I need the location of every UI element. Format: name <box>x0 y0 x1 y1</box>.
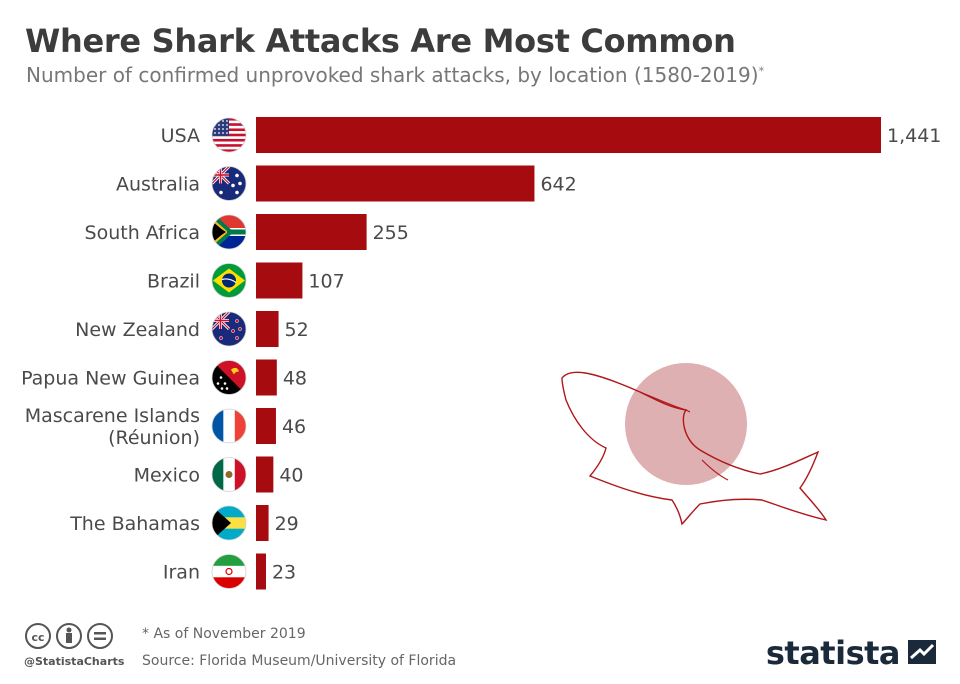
chart-subtitle: Number of confirmed unprovoked shark att… <box>26 63 764 87</box>
papua-new-guinea-flag-icon <box>211 360 247 395</box>
france-flag-icon <box>211 408 247 444</box>
bar-brazil <box>256 262 303 299</box>
category-label: Mexico <box>134 465 200 487</box>
bar-mexico <box>256 456 274 493</box>
statista-logo-text: statista <box>765 634 901 672</box>
iran-flag-icon <box>211 554 247 589</box>
new-zealand-flag-icon <box>211 311 247 347</box>
usa-flag-icon <box>211 117 247 153</box>
value-label: 107 <box>308 271 344 293</box>
category-label: The Bahamas <box>69 513 200 535</box>
south-africa-flag-icon <box>211 214 247 250</box>
mexico-flag-icon <box>211 457 247 492</box>
value-label: 52 <box>285 319 309 341</box>
source-text: Source: Florida Museum/University of Flo… <box>142 653 457 669</box>
category-label: Australia <box>116 174 200 196</box>
category-label: Iran <box>163 562 200 584</box>
value-label: 29 <box>275 513 299 535</box>
chart-title: Where Shark Attacks Are Most Common <box>25 22 736 60</box>
value-label: 23 <box>272 562 296 584</box>
license-icons: cc <box>24 622 124 657</box>
cc-icon: cc <box>25 623 51 649</box>
bahamas-flag-icon <box>211 505 247 541</box>
subtitle-footnote-mark: * <box>758 64 765 78</box>
category-label: New Zealand <box>75 319 200 341</box>
value-label: 1,441 <box>887 125 941 147</box>
subtitle-text: Number of confirmed unprovoked shark att… <box>26 63 759 87</box>
value-label: 46 <box>282 416 306 438</box>
category-label: USA <box>161 125 200 147</box>
category-label: Brazil <box>147 271 200 293</box>
category-label: Papua New Guinea <box>21 368 200 390</box>
value-label: 48 <box>283 368 307 390</box>
social-handle: @StatistaCharts <box>24 655 125 668</box>
bar-australia <box>256 165 535 202</box>
attribution-icon <box>56 623 82 649</box>
statista-logo-icon <box>908 640 936 669</box>
shark-outline <box>561 371 828 526</box>
footnote: * As of November 2019 <box>142 626 306 642</box>
category-label: Mascarene Islands (Réunion) <box>25 405 200 449</box>
bar-the-bahamas <box>256 505 269 541</box>
value-label: 642 <box>540 174 576 196</box>
svg-text:cc: cc <box>31 631 44 644</box>
bar-usa <box>256 117 881 153</box>
value-label: 40 <box>279 465 303 487</box>
value-label: 255 <box>373 222 409 244</box>
bar-south-africa <box>256 214 367 250</box>
bar-papua-new-guinea <box>256 359 277 396</box>
category-label: South Africa <box>85 222 200 244</box>
decorative-circle <box>625 363 747 485</box>
shark-gill-line <box>639 391 691 413</box>
no-derivatives-icon <box>87 623 113 649</box>
shark-illustration <box>561 363 828 526</box>
bar-new-zealand <box>256 311 279 347</box>
bar-mascarene-islands-r-union <box>256 408 276 444</box>
shark-mouth-line <box>701 459 729 481</box>
bar-iran <box>256 553 266 590</box>
brazil-flag-icon <box>211 263 247 298</box>
australia-flag-icon <box>211 166 247 201</box>
